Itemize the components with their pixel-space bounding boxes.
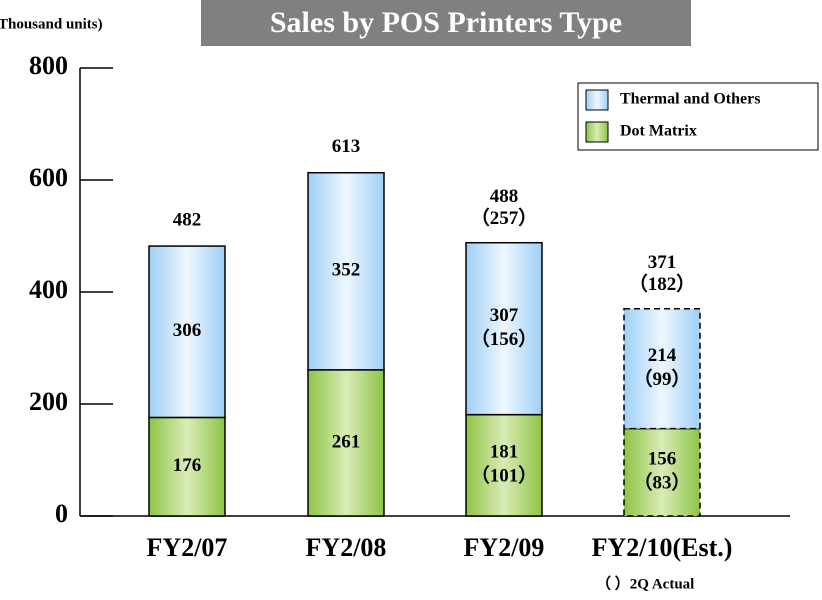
y-tick-label: 600 — [29, 163, 68, 192]
segment-2q-label: （156） — [471, 327, 538, 350]
x-tick-label: FY2/08 — [306, 533, 387, 562]
bar-segment — [307, 171, 385, 371]
bar-segment — [307, 369, 385, 517]
footnote: （ ）2Q Actual — [596, 574, 694, 592]
y-tick-label: 200 — [29, 387, 68, 416]
y-tick-label: 800 — [29, 51, 68, 80]
total-label: 482 — [173, 209, 202, 230]
segment-label: 307 — [490, 305, 519, 326]
y-tick-label: 0 — [55, 499, 68, 528]
y-axis-label: (Thousand units) — [0, 16, 103, 32]
bar-segment — [148, 416, 226, 517]
x-tick-label: FY2/10(Est.) — [592, 533, 733, 562]
total-label: 371 — [648, 252, 677, 273]
legend-swatch — [585, 89, 609, 111]
total-2q-label: （182） — [629, 272, 696, 295]
legend — [577, 82, 819, 151]
total-label: 488 — [490, 186, 519, 207]
bar-segment — [148, 245, 226, 419]
total-label: 613 — [332, 136, 361, 157]
y-tick-label: 400 — [29, 275, 68, 304]
legend-label: Dot Matrix — [620, 123, 697, 140]
legend-swatch — [585, 121, 609, 143]
segment-2q-label: （83） — [633, 471, 690, 494]
segment-label: 176 — [173, 455, 202, 476]
title-box — [201, 0, 691, 46]
bar-segment — [465, 413, 543, 517]
segment-label: 181 — [490, 442, 519, 463]
segment-label: 352 — [332, 260, 361, 281]
bar-segment — [623, 308, 701, 430]
segment-label: 156 — [648, 449, 677, 470]
segment-2q-label: （99） — [633, 367, 690, 390]
total-2q-label: （257） — [471, 206, 538, 229]
legend-label: Thermal and Others — [620, 91, 760, 108]
segment-2q-label: （101） — [471, 464, 538, 487]
x-tick-label: FY2/09 — [464, 533, 545, 562]
bar-segment — [623, 427, 701, 517]
bar-segment — [465, 241, 543, 416]
segment-label: 306 — [173, 320, 202, 341]
chart-title: Sales by POS Printers Type — [270, 6, 622, 39]
x-tick-label: FY2/07 — [147, 533, 228, 562]
segment-label: 261 — [332, 431, 361, 452]
segment-label: 214 — [648, 345, 677, 366]
